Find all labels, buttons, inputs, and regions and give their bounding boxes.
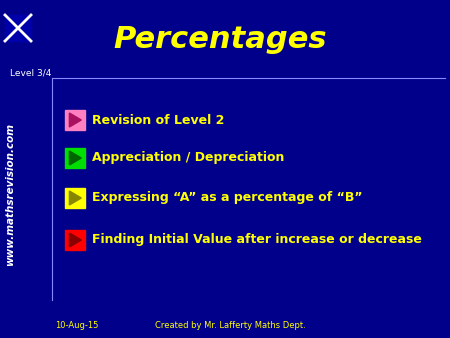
Text: Created by Mr. Lafferty Maths Dept.: Created by Mr. Lafferty Maths Dept. [155,320,306,330]
Bar [65,110,85,130]
Polygon shape [69,113,81,127]
Polygon shape [69,233,81,247]
Polygon shape [69,191,81,205]
Text: Level 3/4: Level 3/4 [10,68,51,77]
Text: Percentages: Percentages [113,25,327,54]
Text: Finding Initial Value after increase or decrease: Finding Initial Value after increase or … [92,234,422,246]
Bar [5,15,31,41]
Bar [65,188,85,208]
Text: Expressing “A” as a percentage of “B”: Expressing “A” as a percentage of “B” [92,192,363,204]
Text: Appreciation / Depreciation: Appreciation / Depreciation [92,151,284,165]
Polygon shape [69,151,81,165]
Text: 10-Aug-15: 10-Aug-15 [55,320,99,330]
Bar [65,230,85,250]
Text: www.mathsrevision.com: www.mathsrevision.com [5,123,15,266]
Bar [65,148,85,168]
Text: Revision of Level 2: Revision of Level 2 [92,114,225,126]
